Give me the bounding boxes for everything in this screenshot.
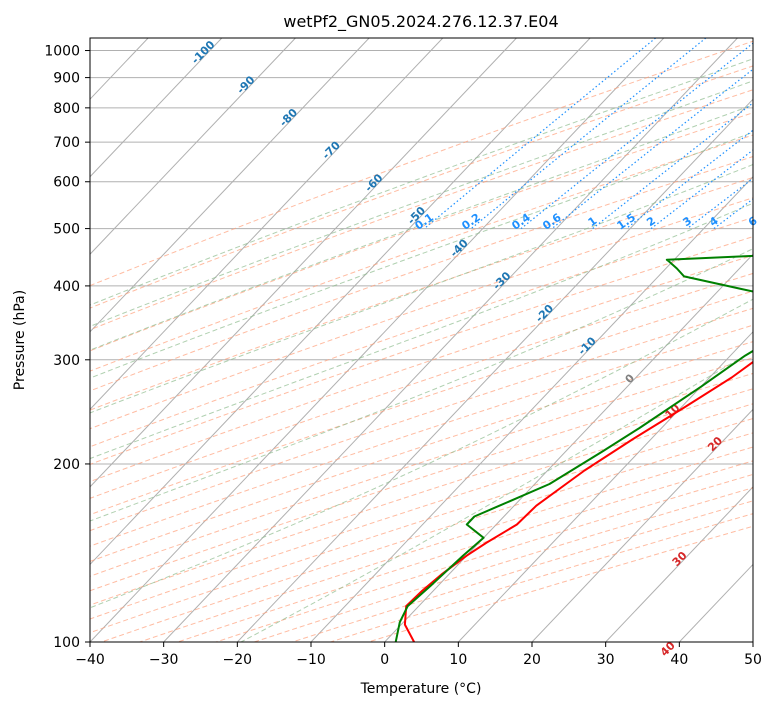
y-tick-label: 900 <box>53 71 80 87</box>
y-axis: 100 200 300 400 500 600 700 800 900 1000 <box>44 44 90 651</box>
dry-adiabat-line <box>139 446 753 642</box>
y-tick-label: 800 <box>53 101 80 117</box>
isotherm-line <box>90 38 591 566</box>
dewpoint-profile-line <box>394 254 753 642</box>
dry-adiabat-line <box>90 176 753 411</box>
dry-adiabat-line <box>90 324 753 547</box>
y-tick-label: 400 <box>53 279 80 295</box>
moist-adiabat-line <box>90 202 753 460</box>
dry-adiabat-line <box>90 357 753 577</box>
dry-adiabat-line <box>90 112 753 352</box>
moist-adiabat-line <box>90 58 753 306</box>
mixing-ratio-line <box>470 38 707 230</box>
moist-adiabat-line <box>90 298 753 609</box>
dry-adiabat-line <box>90 134 753 372</box>
dry-adiabat-line <box>368 525 753 642</box>
mixing-ratio-line <box>520 42 753 230</box>
y-axis-label: Pressure (hPa) <box>12 290 28 390</box>
dry-adiabat-line <box>90 197 753 430</box>
isotherm-line <box>531 408 753 642</box>
dry-adiabat-line <box>90 40 753 287</box>
dry-adiabat-line <box>90 156 753 392</box>
y-tick-label: 600 <box>53 175 80 191</box>
x-tick-label: −20 <box>223 652 253 668</box>
plot-frame <box>89 37 754 643</box>
isotherm-line <box>90 38 296 256</box>
chart-title: wetPf2_GN05.2024.276.12.37.E04 <box>283 12 558 32</box>
dry-adiabat-line <box>90 65 753 309</box>
x-tick-label: 40 <box>670 652 688 668</box>
mixing-ratio-line <box>686 177 753 230</box>
isotherm-line <box>752 641 753 642</box>
isotherm-line <box>236 98 753 642</box>
x-axis-label: Temperature (°C) <box>360 681 482 697</box>
isotherm-line <box>457 331 753 642</box>
y-tick-label: 500 <box>53 222 80 238</box>
moist-adiabat-line <box>240 350 753 642</box>
x-tick-label: −10 <box>296 652 326 668</box>
dry-adiabat-line <box>101 432 753 642</box>
isotherm-line <box>90 38 665 642</box>
dry-adiabat-line <box>90 236 753 465</box>
isotherm-line <box>90 38 517 488</box>
y-tick-label: 200 <box>53 457 80 473</box>
isotherm-line <box>90 38 223 178</box>
y-tick-label: 700 <box>53 135 80 151</box>
mixing-ratio-line <box>625 129 753 230</box>
isotherm-line <box>310 176 753 642</box>
x-tick-label: 30 <box>597 652 615 668</box>
sounding-lines <box>394 254 753 642</box>
mixing-ratio-line <box>752 227 753 229</box>
x-tick-label: 0 <box>380 652 389 668</box>
x-tick-label: 50 <box>744 652 762 668</box>
moist-adiabat-line <box>90 163 753 414</box>
isotherm-line <box>0 38 1 642</box>
dry-adiabat-line <box>90 403 753 620</box>
dry-adiabat-line <box>90 272 753 499</box>
y-tick-label: 1000 <box>44 44 80 60</box>
moist-adiabat-line <box>90 248 753 522</box>
y-tick-label: 300 <box>53 353 80 369</box>
mixing-ratio-line <box>423 38 656 230</box>
dry-adiabat-line <box>90 417 753 634</box>
x-axis: −40 −30 −20 −10 0 10 20 30 40 50 <box>75 642 762 668</box>
isotherm-line <box>90 38 444 411</box>
x-tick-label: −30 <box>149 652 179 668</box>
dry-adiabat-line <box>90 341 753 562</box>
isotherm-line <box>90 38 370 333</box>
isotherm-line <box>163 38 738 642</box>
x-tick-label: 20 <box>523 652 541 668</box>
dry-adiabat-line <box>90 307 753 532</box>
dry-adiabat-line <box>90 89 753 331</box>
moist-adiabat-line <box>90 131 753 379</box>
plot-background <box>90 38 753 642</box>
x-tick-label: 10 <box>449 652 467 668</box>
y-tick-label: 100 <box>53 635 80 651</box>
x-tick-label: −40 <box>75 652 105 668</box>
